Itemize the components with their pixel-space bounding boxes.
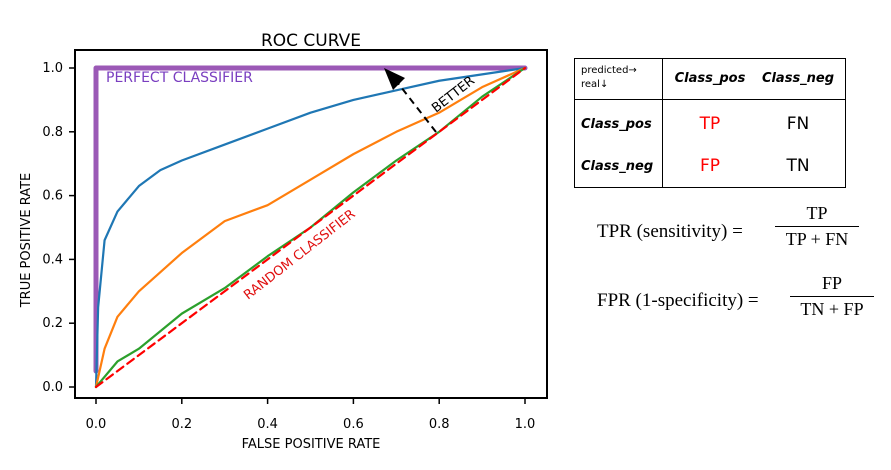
- x-tick-label: 0.8: [429, 417, 450, 432]
- cm-col-header-neg: Class_neg: [761, 71, 835, 86]
- cm-row-header-pos: Class_pos: [581, 117, 652, 132]
- orange-classifier-line: [94, 66, 527, 389]
- x-tick-label: 0.2: [171, 417, 192, 432]
- chart-title: ROC CURVE: [261, 31, 361, 51]
- cm-cell-tp: TP: [699, 114, 721, 134]
- fpr-denominator: TN + FP: [800, 299, 864, 319]
- tpr-numerator: TP: [806, 203, 828, 223]
- y-tick-label: 0.0: [42, 380, 63, 395]
- x-axis-label: FALSE POSITIVE RATE: [242, 437, 381, 452]
- blue-classifier-line: [94, 66, 527, 389]
- cm-cell-fn: FN: [786, 114, 810, 134]
- cm-predicted-label: predicted→: [581, 65, 637, 76]
- random-classifier-label: RANDOM CLASSIFIER: [241, 207, 358, 303]
- x-tick-label: 1.0: [515, 417, 536, 432]
- fpr-formula-label: FPR (1-specificity) =: [597, 290, 759, 311]
- x-tick-label: 0.4: [257, 417, 278, 432]
- cm-col-header-pos: Class_pos: [674, 71, 746, 86]
- y-tick-label: 0.6: [42, 189, 63, 204]
- cm-real-label: real↓: [581, 79, 609, 90]
- perfect-classifier-label: PERFECT CLASSIFIER: [106, 70, 253, 86]
- y-tick-label: 0.2: [42, 316, 63, 331]
- cm-corner-header: predicted→ real↓: [581, 64, 659, 92]
- tpr-formula-label: TPR (sensitivity) =: [597, 221, 743, 242]
- tpr-denominator: TP + FN: [785, 229, 849, 249]
- y-axis-label: TRUE POSITIVE RATE: [19, 173, 34, 309]
- plot-area: [74, 49, 548, 399]
- y-tick-label: 0.4: [42, 252, 63, 267]
- cm-row-header-neg: Class_neg: [581, 159, 654, 174]
- perfect-classifier-line: [93, 65, 528, 374]
- y-tick-label: 0.8: [42, 125, 63, 140]
- cm-cell-tn: TN: [786, 156, 810, 176]
- y-tick-label: 1.0: [42, 61, 63, 76]
- random-classifier-line: [94, 66, 527, 389]
- x-tick-label: 0.6: [343, 417, 364, 432]
- cm-cell-fp: FP: [699, 156, 721, 176]
- better-arrow-head-icon: [384, 68, 405, 90]
- tpr-fraction: TP TP + FN: [775, 203, 859, 250]
- confusion-matrix: predicted→ real↓ Class_pos Class_neg Cla…: [574, 58, 846, 188]
- x-tick-label: 0.0: [86, 417, 107, 432]
- fpr-fraction: FP TN + FP: [790, 273, 874, 320]
- fpr-numerator: FP: [821, 273, 843, 293]
